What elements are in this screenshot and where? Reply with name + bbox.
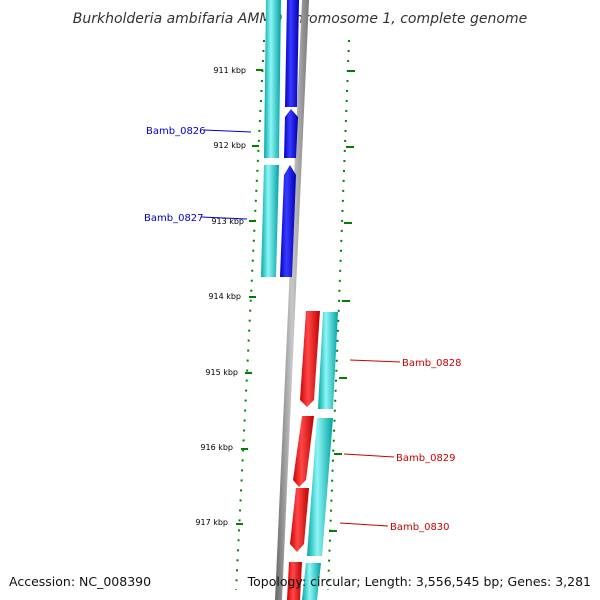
gene-label-bamb-0830[interactable]: Bamb_0830 bbox=[390, 522, 450, 533]
tick-label-911: 911 kbp bbox=[213, 66, 246, 75]
accession-text: Accession: NC_008390 bbox=[9, 574, 152, 589]
map-title: Burkholderia ambifaria AMMD chromosome 1… bbox=[73, 11, 527, 27]
gene-label-bamb-0829[interactable]: Bamb_0829 bbox=[396, 453, 456, 464]
gene-arrow-fwd bbox=[285, 0, 299, 107]
gene-arrow-bamb-0830 bbox=[290, 488, 309, 552]
left-tick-ruler bbox=[235, 39, 265, 591]
gene-arrow-bamb-0826 bbox=[284, 109, 298, 158]
cds-segment bbox=[302, 563, 321, 600]
gene-arrow-rev bbox=[287, 562, 302, 600]
genome-backbone bbox=[275, 0, 309, 600]
forward-genes bbox=[280, 0, 299, 277]
right-tick-ruler bbox=[327, 39, 350, 591]
reverse-genes bbox=[287, 311, 320, 600]
cds-segment bbox=[318, 312, 338, 409]
cds-segment bbox=[261, 165, 279, 277]
tick-label-915: 915 kbp bbox=[205, 368, 238, 377]
gene-leader-lines bbox=[200, 129, 401, 527]
tick-label-914: 914 kbp bbox=[208, 292, 241, 301]
gene-label-bamb-0827[interactable]: Bamb_0827 bbox=[144, 213, 204, 224]
tick-label-912: 912 kbp bbox=[213, 141, 246, 150]
topology-text: Topology: circular; Length: 3,556,545 bp… bbox=[247, 574, 591, 589]
gene-arrow-bamb-0829 bbox=[293, 416, 314, 487]
tick-label-913: 913 kbp bbox=[211, 217, 244, 226]
gene-label-bamb-0828[interactable]: Bamb_0828 bbox=[402, 358, 462, 369]
gene-label-bamb-0826[interactable]: Bamb_0826 bbox=[146, 126, 206, 137]
gene-arrow-bamb-0828 bbox=[300, 311, 320, 407]
cds-track bbox=[261, 0, 338, 600]
cds-segment bbox=[264, 0, 281, 158]
gene-arrow-bamb-0827 bbox=[280, 165, 296, 277]
tick-label-916: 916 kbp bbox=[200, 443, 233, 452]
tick-label-917: 917 kbp bbox=[195, 518, 228, 527]
cds-segment bbox=[307, 418, 333, 556]
major-tick-marks bbox=[236, 69, 355, 532]
